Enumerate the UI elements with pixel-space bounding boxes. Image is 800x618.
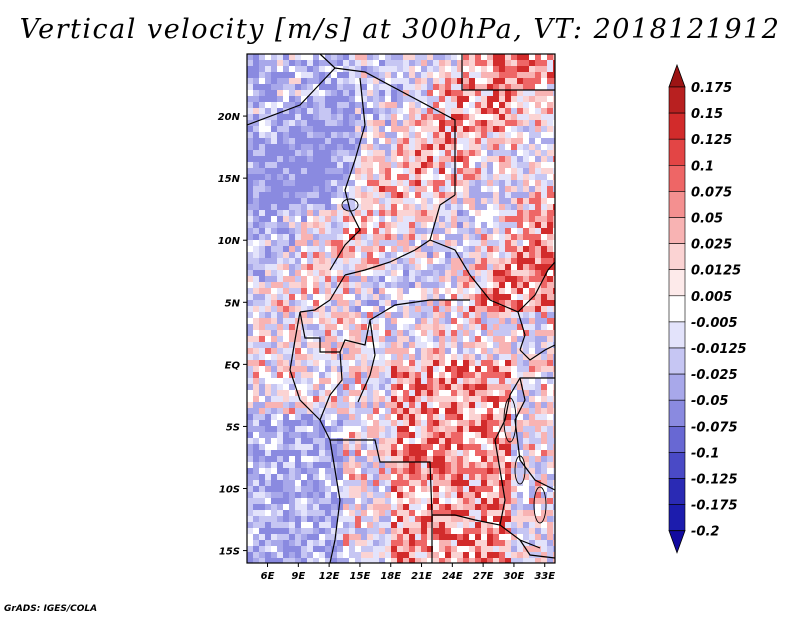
lon-tick-label: 24E xyxy=(442,571,463,582)
colorbar-swatch xyxy=(668,425,686,453)
lat-tick-label: 5S xyxy=(226,422,240,433)
grads-credit: GrADS: IGES/COLA xyxy=(4,604,98,614)
lat-tick-label: 15S xyxy=(219,547,240,558)
colorbar-swatch xyxy=(668,112,686,140)
colorbar-label: -0.2 xyxy=(691,525,719,540)
lon-tick-label: 12E xyxy=(319,571,340,582)
colorbar-swatch xyxy=(668,530,686,554)
velocity-field xyxy=(247,54,555,563)
colorbar-swatch xyxy=(668,452,686,479)
longitude-axis: 6E 9E 12E 15E 18E 21E 24E 27E 30E 33E xyxy=(261,563,555,582)
colorbar-label: 0.1 xyxy=(691,159,714,174)
lon-tick-label: 18E xyxy=(380,571,401,582)
colorbar-label: 0.0125 xyxy=(691,264,741,279)
colorbar-label: -0.05 xyxy=(691,394,728,409)
colorbar-label: -0.125 xyxy=(691,473,738,488)
colorbar-swatch xyxy=(668,321,686,349)
colorbar-swatch xyxy=(668,269,686,297)
colorbar-swatch xyxy=(668,138,686,166)
colorbar-label: 0.05 xyxy=(691,212,723,227)
lat-tick-label: 15N xyxy=(218,174,241,185)
lat-tick-label: 5N xyxy=(225,298,241,309)
colorbar-label: 0.125 xyxy=(691,133,732,148)
colorbar-label: -0.175 xyxy=(691,499,738,514)
colorbar-label: -0.0125 xyxy=(691,342,747,357)
colorbar-label: -0.005 xyxy=(691,316,738,331)
colorbar-swatch xyxy=(668,86,686,114)
lat-tick-label: 10N xyxy=(218,236,241,247)
colorbar-label: -0.1 xyxy=(691,446,719,461)
latitude-axis: 20N 15N 10N 5N EQ 5S 10S 15S xyxy=(218,112,247,558)
colorbar-label: -0.075 xyxy=(691,420,738,435)
chart-title: Vertical velocity [m/s] at 300hPa, VT: 2… xyxy=(19,14,781,45)
map-frame xyxy=(246,53,556,564)
lon-tick-label: 30E xyxy=(504,571,525,582)
colorbar-label: 0.005 xyxy=(691,290,732,305)
lon-tick-label: 27E xyxy=(473,571,494,582)
colorbar-swatch xyxy=(668,347,686,375)
colorbar-swatch xyxy=(668,373,686,401)
lon-tick-label: 9E xyxy=(291,571,305,582)
colorbar-swatch xyxy=(668,217,686,244)
colorbar-swatch xyxy=(668,504,686,532)
colorbar-swatch xyxy=(668,165,686,192)
colorbar: 0.175 0.15 0.125 0.1 0.075 0.05 0.025 0.0125 0.0… xyxy=(668,63,747,554)
colorbar-swatch xyxy=(668,399,686,427)
colorbar-label: -0.025 xyxy=(691,368,738,383)
lakes-outline xyxy=(341,198,547,524)
colorbar-swatch xyxy=(668,191,686,218)
colorbar-label: 0.175 xyxy=(691,81,732,96)
colorbar-label: 0.025 xyxy=(691,238,732,253)
lon-tick-label: 6E xyxy=(261,571,275,582)
lon-tick-label: 33E xyxy=(534,571,555,582)
colorbar-label: 0.075 xyxy=(691,185,732,200)
lat-tick-label: 20N xyxy=(218,112,241,123)
colorbar-label: 0.15 xyxy=(691,107,723,122)
lon-tick-label: 21E xyxy=(411,571,432,582)
colorbar-swatch xyxy=(668,478,686,505)
colorbar-swatch xyxy=(668,295,686,323)
colorbar-swatch xyxy=(668,63,686,88)
colorbar-swatch xyxy=(668,243,686,271)
lat-tick-label: 10S xyxy=(219,485,240,496)
lat-tick-label: EQ xyxy=(225,360,241,371)
lon-tick-label: 15E xyxy=(350,571,371,582)
country-borders xyxy=(247,54,555,563)
